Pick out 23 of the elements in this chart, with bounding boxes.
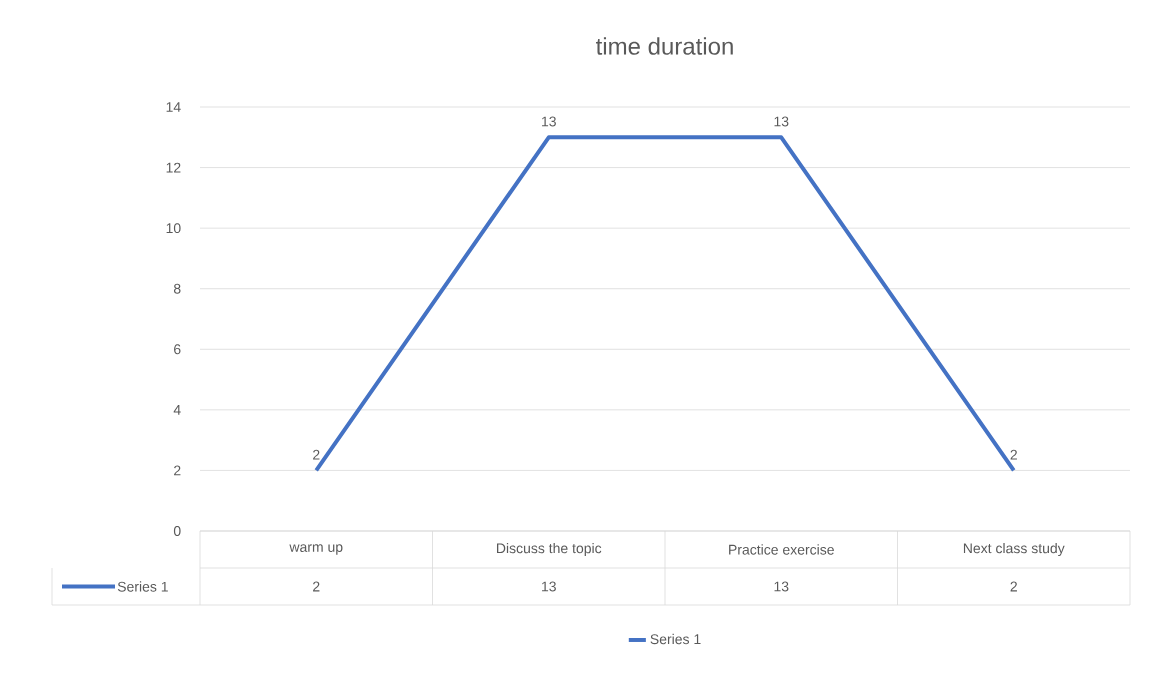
text: 2: [313, 581, 320, 592]
chart-title: time duration: [596, 37, 733, 55]
legend-label: Series 1: [650, 633, 701, 645]
y-tick-label: 8: [173, 283, 181, 294]
x-tick-label: Next class study: [963, 542, 1065, 557]
x-tick-label: warm up: [289, 544, 343, 555]
text: 2: [1010, 581, 1017, 592]
y-tick-label: 12: [166, 162, 181, 173]
y-tick-label: 14: [166, 102, 181, 112]
x-tick-label: Practice exercise: [729, 544, 834, 555]
text: Series 1: [117, 581, 168, 592]
y-tick-label: 10: [166, 223, 181, 234]
data-label: 13: [774, 116, 789, 127]
x-tick-label: Discuss the topic: [496, 542, 602, 557]
y-tick-label: 0: [173, 526, 181, 536]
data-label: 2: [313, 449, 320, 460]
y-tick-label: 4: [173, 405, 181, 415]
y-tick-label: 6: [174, 344, 181, 355]
text: 13: [542, 581, 556, 592]
y-tick-label: 2: [174, 465, 181, 476]
data-label: 13: [542, 116, 556, 127]
data-label: 2: [1010, 449, 1017, 460]
text: 13: [774, 581, 789, 592]
